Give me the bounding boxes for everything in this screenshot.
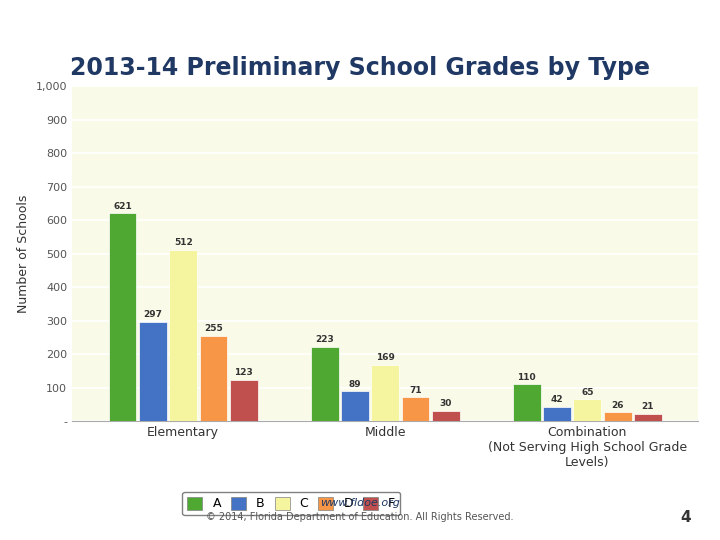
Bar (634, 414, 662, 421)
Bar (341, 392, 369, 421)
Text: 21: 21 (642, 402, 654, 411)
Bar (139, 322, 167, 421)
Text: 65: 65 (581, 388, 593, 397)
Bar (603, 413, 631, 421)
Y-axis label: Number of Schools: Number of Schools (17, 194, 30, 313)
Text: 621: 621 (113, 201, 132, 211)
Bar (543, 407, 571, 421)
Bar (432, 411, 460, 421)
Text: 89: 89 (348, 380, 361, 389)
Text: 42: 42 (551, 395, 563, 404)
Bar (310, 347, 338, 421)
Text: 110: 110 (518, 373, 536, 382)
Text: www.fldoe.org: www.fldoe.org (320, 498, 400, 508)
Bar (402, 397, 429, 421)
Text: 223: 223 (315, 335, 334, 344)
Text: 2013-14 Preliminary School Grades by Type: 2013-14 Preliminary School Grades by Typ… (70, 56, 650, 79)
Text: 512: 512 (174, 238, 192, 247)
Bar (230, 380, 258, 421)
Text: © 2014, Florida Department of Education. All Rights Reserved.: © 2014, Florida Department of Education.… (206, 512, 514, 522)
Bar (109, 213, 137, 421)
Bar (169, 250, 197, 421)
Text: 30: 30 (440, 400, 452, 408)
Legend: A, B, C, D, F: A, B, C, D, F (182, 492, 400, 515)
Bar (573, 400, 601, 421)
Bar (199, 336, 228, 421)
Text: 123: 123 (235, 368, 253, 377)
Text: 297: 297 (143, 310, 162, 319)
Bar (372, 364, 399, 421)
Text: 71: 71 (409, 386, 422, 395)
Text: 169: 169 (376, 353, 395, 362)
Text: 255: 255 (204, 324, 222, 333)
Bar (513, 384, 541, 421)
Text: 4: 4 (680, 510, 691, 525)
Text: 26: 26 (611, 401, 624, 410)
